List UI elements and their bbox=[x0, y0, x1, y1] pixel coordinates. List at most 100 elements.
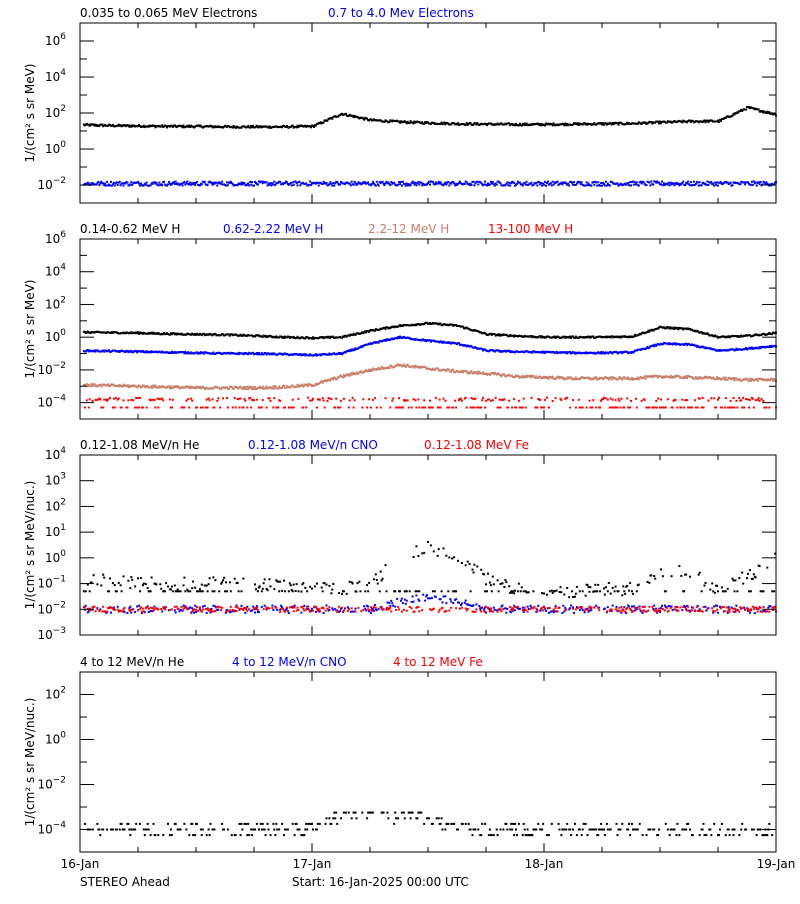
data-point bbox=[317, 182, 319, 184]
data-point bbox=[297, 184, 299, 186]
data-point bbox=[417, 555, 419, 557]
data-point bbox=[97, 181, 99, 183]
data-point bbox=[238, 398, 240, 400]
data-point bbox=[552, 181, 554, 183]
data-point bbox=[195, 609, 197, 611]
data-point bbox=[607, 606, 609, 608]
data-point bbox=[328, 609, 330, 611]
data-point bbox=[299, 184, 301, 186]
data-point bbox=[654, 578, 656, 580]
data-point bbox=[694, 399, 696, 401]
data-point bbox=[681, 609, 683, 611]
data-point bbox=[126, 182, 128, 184]
data-point bbox=[377, 583, 379, 585]
data-point bbox=[159, 398, 161, 400]
data-point bbox=[145, 583, 147, 585]
data-point bbox=[243, 388, 245, 390]
data-point bbox=[412, 595, 414, 597]
data-point bbox=[191, 587, 193, 589]
data-point bbox=[636, 608, 638, 610]
data-point bbox=[502, 605, 504, 607]
data-point bbox=[254, 386, 256, 388]
data-point bbox=[155, 182, 157, 184]
data-point bbox=[134, 407, 136, 409]
data-point bbox=[220, 183, 222, 185]
data-point bbox=[415, 184, 417, 186]
data-point bbox=[413, 398, 415, 400]
data-point bbox=[704, 585, 706, 587]
data-point bbox=[284, 407, 286, 409]
data-point bbox=[196, 606, 198, 608]
data-point bbox=[713, 605, 715, 607]
data-point bbox=[126, 407, 128, 409]
data-point bbox=[689, 184, 691, 186]
data-point bbox=[579, 181, 581, 183]
data-point bbox=[712, 612, 714, 614]
data-point bbox=[122, 386, 124, 388]
data-point bbox=[390, 181, 392, 183]
data-point bbox=[763, 400, 765, 402]
series-0-12-1-08-mev-n-cno bbox=[83, 594, 777, 614]
data-point bbox=[561, 183, 563, 185]
data-point bbox=[531, 182, 533, 184]
data-point bbox=[332, 583, 334, 585]
data-point bbox=[281, 387, 283, 389]
data-point bbox=[271, 607, 273, 609]
data-point bbox=[227, 407, 229, 409]
data-point bbox=[306, 590, 308, 592]
data-point bbox=[132, 399, 134, 401]
data-point bbox=[298, 590, 300, 592]
data-point bbox=[401, 185, 403, 187]
data-point bbox=[311, 588, 313, 590]
data-point bbox=[660, 607, 662, 609]
data-point bbox=[290, 584, 292, 586]
data-point bbox=[639, 606, 641, 608]
data-point bbox=[249, 181, 251, 183]
data-point bbox=[545, 185, 547, 187]
data-point bbox=[705, 582, 707, 584]
data-point bbox=[109, 185, 111, 187]
data-point bbox=[628, 590, 630, 592]
data-point bbox=[228, 388, 230, 390]
data-point bbox=[532, 590, 534, 592]
data-point bbox=[216, 400, 218, 402]
data-point bbox=[636, 407, 638, 409]
data-point bbox=[165, 606, 167, 608]
data-point bbox=[331, 118, 333, 120]
data-point bbox=[706, 180, 708, 182]
data-point bbox=[422, 594, 424, 596]
data-point bbox=[487, 573, 489, 575]
data-point bbox=[159, 583, 161, 585]
data-point bbox=[631, 606, 633, 608]
data-point bbox=[208, 583, 210, 585]
data-point bbox=[608, 582, 610, 584]
data-point bbox=[454, 400, 456, 402]
data-point bbox=[457, 122, 459, 124]
data-point bbox=[429, 184, 431, 186]
data-point bbox=[322, 183, 324, 185]
data-point bbox=[763, 407, 765, 409]
data-point bbox=[249, 397, 251, 399]
data-point bbox=[566, 397, 568, 399]
data-point bbox=[170, 588, 172, 590]
data-point bbox=[697, 407, 699, 409]
data-point bbox=[747, 399, 749, 401]
data-point bbox=[262, 399, 264, 401]
data-point bbox=[501, 399, 503, 401]
data-point bbox=[605, 181, 607, 183]
data-point bbox=[631, 377, 633, 379]
data-point bbox=[715, 407, 717, 409]
data-point bbox=[405, 185, 407, 187]
data-point bbox=[496, 184, 498, 186]
data-point bbox=[455, 407, 457, 409]
data-point bbox=[188, 184, 190, 186]
data-point bbox=[363, 119, 365, 121]
data-point bbox=[364, 590, 366, 592]
data-point bbox=[660, 399, 662, 401]
data-point bbox=[445, 370, 447, 372]
data-point bbox=[131, 609, 133, 611]
data-point bbox=[183, 407, 185, 409]
data-point bbox=[759, 400, 761, 402]
data-point bbox=[745, 398, 747, 400]
data-point bbox=[508, 182, 510, 184]
